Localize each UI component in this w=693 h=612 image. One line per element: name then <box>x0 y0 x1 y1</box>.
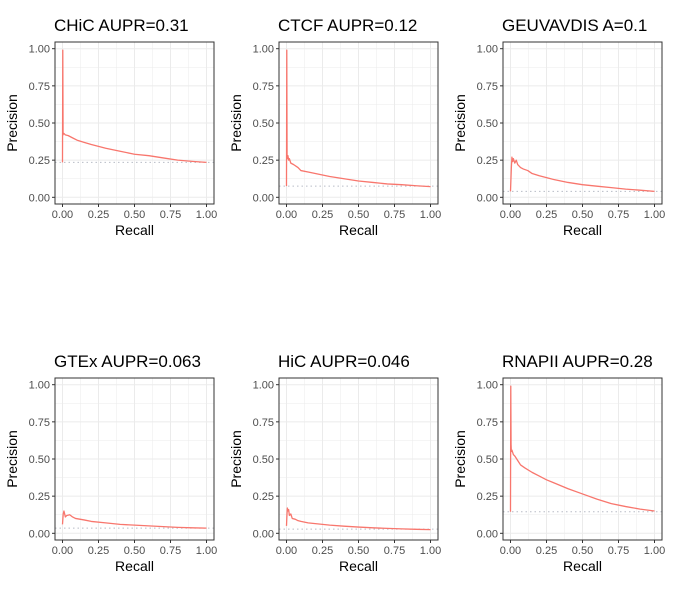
y-tick-label: 0.75 <box>253 81 274 93</box>
chart-panel-5: 0.00 0.25 0.50 0.75 1.00 0.00 0.25 0.50 0.75 1.00… <box>228 352 441 574</box>
chart-panel-1: 0.00 0.25 0.50 0.75 1.00 0.00 0.25 0.50 0.75 1.00… <box>4 16 217 238</box>
y-tick-label: 0.00 <box>477 528 498 540</box>
x-tick-label: 1.00 <box>196 545 217 557</box>
x-tick-label: 1.00 <box>420 209 441 221</box>
y-axis-label: Precision <box>228 430 244 488</box>
chart-title: CTCF AUPR=0.12 <box>278 16 417 35</box>
x-tick-label: 0.50 <box>572 209 593 221</box>
x-axis-label: Recall <box>563 222 602 238</box>
chart-title: GEUVAVDIS A=0.1 <box>502 16 647 35</box>
x-tick-label: 0.75 <box>384 209 405 221</box>
y-tick-label: 0.25 <box>253 491 274 503</box>
pr-curve-line <box>285 507 431 531</box>
y-tick-label: 0.25 <box>477 155 498 167</box>
x-tick-label: 0.00 <box>500 545 521 557</box>
y-tick-label: 1.00 <box>253 44 274 56</box>
x-axis-label: Recall <box>339 222 378 238</box>
pr-curve-line <box>285 49 431 188</box>
x-tick-label: 1.00 <box>420 545 441 557</box>
chart-panel-2: 0.00 0.25 0.50 0.75 1.00 0.00 0.25 0.50 0.75 1.00… <box>228 16 441 238</box>
y-tick-label: 0.25 <box>29 491 50 503</box>
x-tick-label: 0.75 <box>160 545 181 557</box>
x-tick-label: 0.50 <box>124 545 145 557</box>
y-tick-label: 1.00 <box>29 380 50 392</box>
x-tick-label: 0.25 <box>536 209 557 221</box>
pr-curve-line <box>509 156 655 193</box>
x-tick-label: 0.75 <box>608 545 629 557</box>
x-tick-label: 0.50 <box>572 545 593 557</box>
x-axis-label: Recall <box>339 558 378 574</box>
y-axis-label: Precision <box>452 430 468 488</box>
y-tick-label: 0.25 <box>253 155 274 167</box>
x-tick-label: 0.50 <box>124 209 145 221</box>
y-tick-label: 0.00 <box>253 528 274 540</box>
y-tick-label: 0.00 <box>29 192 50 204</box>
x-tick-label: 0.00 <box>52 545 73 557</box>
x-tick-label: 0.50 <box>348 209 369 221</box>
y-axis-label: Precision <box>4 430 20 488</box>
chart-title: CHiC AUPR=0.31 <box>54 16 189 35</box>
y-tick-label: 1.00 <box>253 380 274 392</box>
x-tick-label: 0.75 <box>608 209 629 221</box>
x-tick-label: 0.75 <box>384 545 405 557</box>
x-tick-label: 1.00 <box>644 209 665 221</box>
y-tick-label: 0.50 <box>29 118 50 130</box>
y-tick-label: 0.50 <box>477 118 498 130</box>
chart-panel-3: 0.00 0.25 0.50 0.75 1.00 0.00 0.25 0.50 0.75 1.00… <box>452 16 665 238</box>
pr-curve-line <box>61 510 207 529</box>
x-tick-label: 1.00 <box>196 209 217 221</box>
pr-curve-line <box>509 385 655 512</box>
y-tick-label: 0.50 <box>29 454 50 466</box>
y-tick-label: 0.75 <box>29 417 50 429</box>
x-tick-label: 0.00 <box>276 545 297 557</box>
x-axis-label: Recall <box>115 558 154 574</box>
y-axis-label: Precision <box>452 94 468 152</box>
chart-panel-6: 0.00 0.25 0.50 0.75 1.00 0.00 0.25 0.50 0.75 1.00… <box>452 352 665 574</box>
x-tick-label: 0.25 <box>536 545 557 557</box>
x-axis-label: Recall <box>115 222 154 238</box>
y-tick-label: 0.75 <box>253 417 274 429</box>
y-tick-label: 0.25 <box>477 491 498 503</box>
x-axis-label: Recall <box>563 558 602 574</box>
x-tick-label: 0.50 <box>348 545 369 557</box>
y-tick-label: 0.50 <box>253 118 274 130</box>
y-tick-label: 1.00 <box>477 44 498 56</box>
y-tick-label: 1.00 <box>29 44 50 56</box>
y-tick-label: 0.75 <box>477 417 498 429</box>
y-tick-label: 0.00 <box>253 192 274 204</box>
x-tick-label: 0.25 <box>88 545 109 557</box>
x-tick-label: 0.25 <box>88 209 109 221</box>
y-tick-label: 0.00 <box>477 192 498 204</box>
x-tick-label: 0.25 <box>312 209 333 221</box>
y-tick-label: 1.00 <box>477 380 498 392</box>
x-tick-label: 0.00 <box>500 209 521 221</box>
x-tick-label: 0.25 <box>312 545 333 557</box>
chart-title: HiC AUPR=0.046 <box>278 352 410 371</box>
chart-title: RNAPII AUPR=0.28 <box>502 352 653 371</box>
y-tick-label: 0.00 <box>29 528 50 540</box>
pr-curve-line <box>61 49 207 164</box>
x-tick-label: 1.00 <box>644 545 665 557</box>
y-tick-label: 0.75 <box>29 81 50 93</box>
chart-title: GTEx AUPR=0.063 <box>54 352 201 371</box>
y-tick-label: 0.50 <box>253 454 274 466</box>
y-axis-label: Precision <box>228 94 244 152</box>
x-tick-label: 0.00 <box>276 209 297 221</box>
chart-panel-4: 0.00 0.25 0.50 0.75 1.00 0.00 0.25 0.50 0.75 1.00… <box>4 352 217 574</box>
x-tick-label: 0.00 <box>52 209 73 221</box>
y-tick-label: 0.75 <box>477 81 498 93</box>
y-axis-label: Precision <box>4 94 20 152</box>
y-tick-label: 0.25 <box>29 155 50 167</box>
x-tick-label: 0.75 <box>160 209 181 221</box>
y-tick-label: 0.50 <box>477 454 498 466</box>
